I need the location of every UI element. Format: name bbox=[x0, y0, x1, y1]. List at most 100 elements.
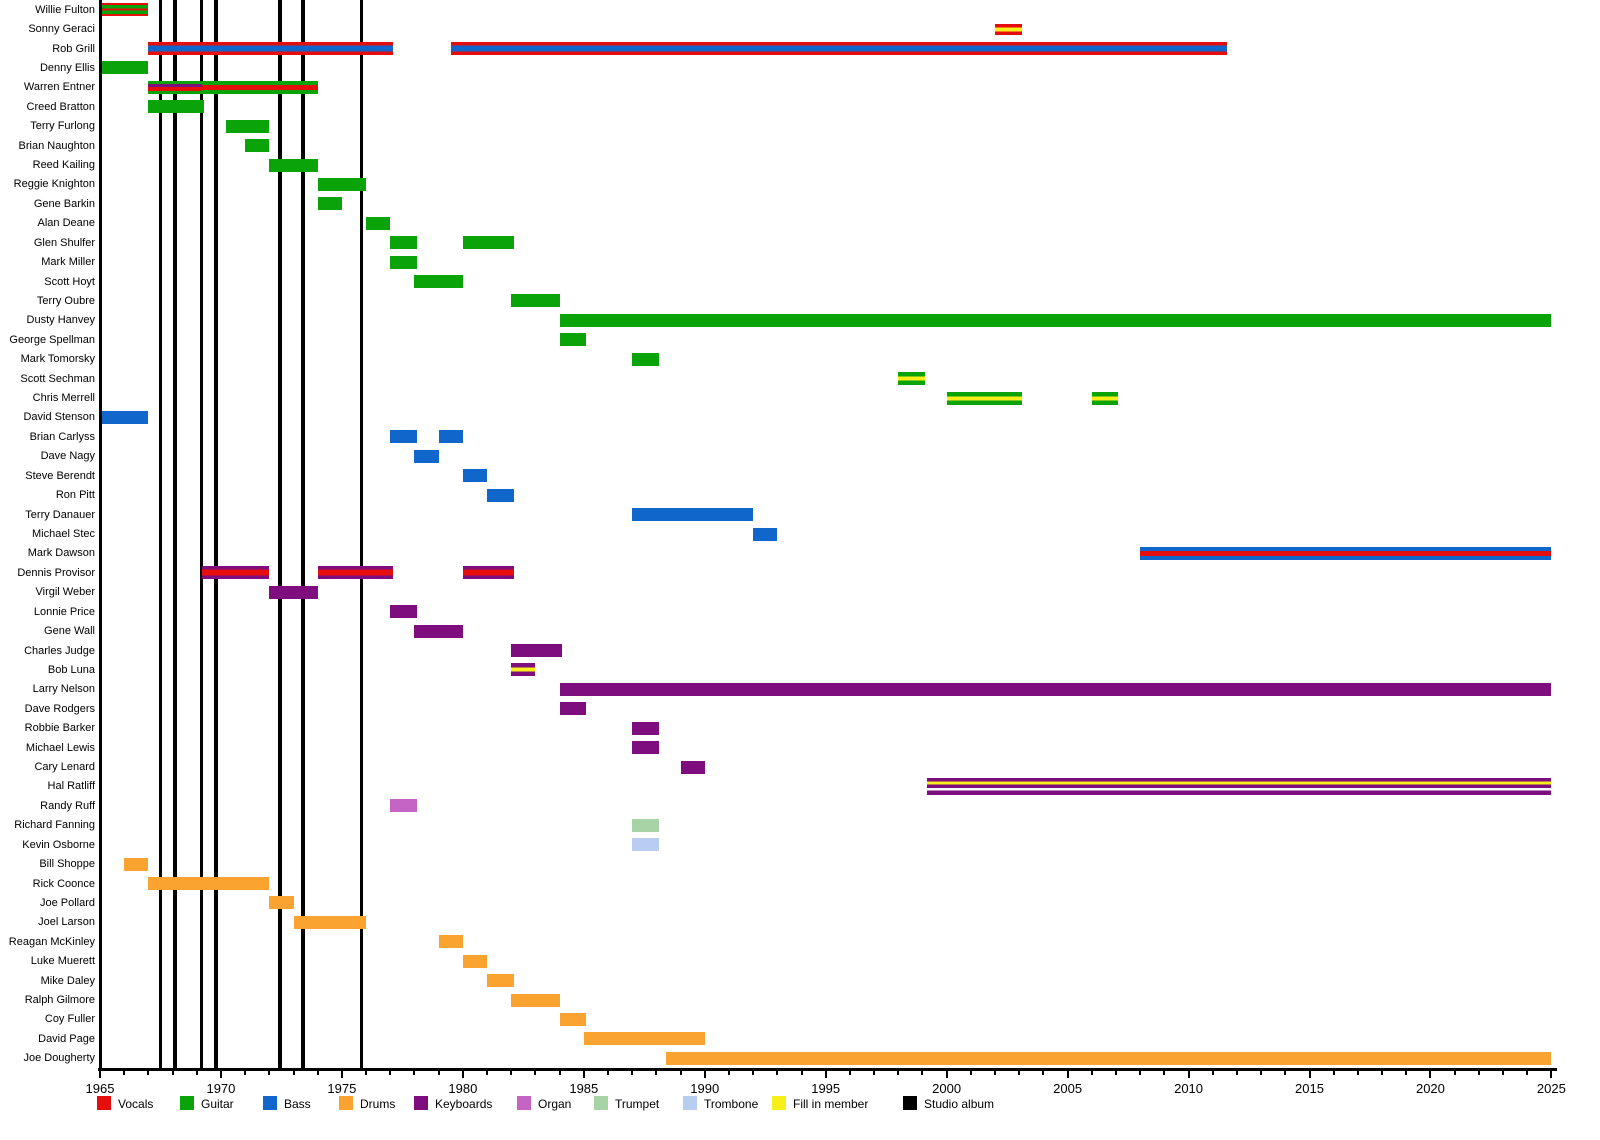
axis-major-tick bbox=[703, 1070, 706, 1078]
row-label-chris-merrell: Chris Merrell bbox=[32, 392, 95, 405]
bar-luke-muerett bbox=[462, 954, 488, 968]
bar-terry-oubre bbox=[511, 294, 560, 308]
bar-mark-dawson bbox=[1140, 546, 1552, 560]
axis-major-tick bbox=[1429, 1070, 1432, 1078]
bar-virgil-weber bbox=[269, 585, 318, 599]
axis-year-label-1985: 1985 bbox=[569, 1081, 599, 1096]
bar-kevin-osborne bbox=[632, 838, 659, 852]
row-label-mark-miller: Mark Miller bbox=[41, 256, 95, 269]
legend-label-trombone: Trombone bbox=[704, 1097, 759, 1111]
axis-minor-tick bbox=[558, 1070, 561, 1075]
row-label-mike-daley: Mike Daley bbox=[40, 974, 95, 987]
row-label-reed-kailing: Reed Kailing bbox=[32, 159, 95, 172]
album-line-7 bbox=[359, 0, 363, 1068]
row-label-michael-stec: Michael Stec bbox=[32, 528, 95, 540]
axis-minor-tick bbox=[510, 1070, 513, 1075]
row-label-charles-judge: Charles Judge bbox=[24, 644, 95, 657]
bar-reggie-knighton bbox=[317, 177, 367, 191]
row-label-joe-dougherty: Joe Dougherty bbox=[23, 1052, 95, 1065]
row-label-gene-barkin: Gene Barkin bbox=[33, 197, 95, 210]
bar-reagan-mckinley bbox=[438, 935, 463, 949]
bar-ralph-gilmore bbox=[511, 993, 560, 1007]
row-label-joe-pollard: Joe Pollard bbox=[39, 896, 95, 909]
legend-swatch-studio-album bbox=[903, 1096, 917, 1110]
bar-richard-fanning bbox=[632, 818, 659, 832]
bar-hal-ratliff bbox=[927, 777, 1552, 795]
legend-swatch-organ bbox=[517, 1096, 531, 1110]
bar-bill-shoppe bbox=[124, 857, 149, 871]
axis-minor-tick bbox=[1453, 1070, 1456, 1075]
axis-major-tick bbox=[99, 1070, 101, 1078]
axis-year-label-2010: 2010 bbox=[1174, 1081, 1204, 1096]
x-axis-line bbox=[98, 1068, 1558, 1071]
bar-joe-dougherty bbox=[666, 1051, 1552, 1065]
axis-minor-tick bbox=[1477, 1070, 1480, 1075]
bar-michael-stec bbox=[753, 527, 778, 541]
bar-mike-daley bbox=[487, 974, 514, 988]
row-label-dave-nagy: Dave Nagy bbox=[40, 450, 95, 463]
row-label-dennis-provisor: Dennis Provisor bbox=[17, 566, 95, 579]
axis-minor-tick bbox=[1114, 1070, 1117, 1075]
row-label-terry-danauer: Terry Danauer bbox=[25, 508, 95, 521]
bar-larry-nelson bbox=[559, 682, 1552, 696]
axis-minor-tick bbox=[1381, 1070, 1384, 1075]
axis-minor-tick bbox=[1235, 1070, 1238, 1075]
bar-cary-lenard bbox=[680, 760, 705, 774]
bar-rob-grill-2 bbox=[450, 42, 1228, 56]
row-label-terry-furlong: Terry Furlong bbox=[30, 120, 95, 133]
axis-minor-tick bbox=[1526, 1070, 1529, 1075]
legend-swatch-trombone bbox=[683, 1096, 697, 1110]
bar-dave-nagy bbox=[414, 449, 439, 463]
axis-minor-tick bbox=[631, 1070, 634, 1075]
axis-minor-tick bbox=[1502, 1070, 1505, 1075]
axis-year-label-1980: 1980 bbox=[448, 1081, 478, 1096]
bar-coy-fuller bbox=[559, 1012, 587, 1026]
bar-gene-barkin bbox=[317, 197, 342, 211]
bar-charles-judge bbox=[511, 644, 563, 657]
axis-minor-tick bbox=[969, 1070, 972, 1075]
bar-warren-entner bbox=[148, 80, 202, 94]
axis-minor-tick bbox=[195, 1070, 198, 1075]
row-label-scott-sechman: Scott Sechman bbox=[20, 372, 95, 385]
axis-minor-tick bbox=[1042, 1070, 1045, 1075]
bar-gene-wall bbox=[414, 624, 463, 638]
bar-bob-luna bbox=[511, 663, 536, 677]
axis-minor-tick bbox=[606, 1070, 609, 1075]
bar-scott-sechman bbox=[898, 372, 925, 386]
row-label-denny-ellis: Denny Ellis bbox=[39, 61, 95, 74]
bar-dave-rodgers bbox=[559, 702, 587, 716]
row-label-bob-luna: Bob Luna bbox=[47, 663, 95, 676]
bar-terry-furlong bbox=[225, 119, 270, 133]
axis-year-label-1975: 1975 bbox=[327, 1081, 357, 1096]
row-label-mark-dawson: Mark Dawson bbox=[27, 547, 95, 560]
bar-lonnie-price bbox=[390, 605, 417, 619]
axis-year-label-2015: 2015 bbox=[1295, 1081, 1324, 1096]
row-label-sonny-geraci: Sonny Geraci bbox=[28, 23, 95, 36]
bar-terry-danauer bbox=[632, 508, 754, 522]
axis-year-label-2025: 2025 bbox=[1536, 1081, 1566, 1096]
album-line-2 bbox=[173, 0, 177, 1068]
row-label-rob-grill: Rob Grill bbox=[52, 42, 95, 55]
axis-minor-tick bbox=[244, 1070, 247, 1075]
row-label-cary-lenard: Cary Lenard bbox=[34, 761, 95, 774]
row-label-michael-lewis: Michael Lewis bbox=[25, 741, 95, 754]
axis-minor-tick bbox=[1211, 1070, 1214, 1075]
plot-left-border bbox=[98, 0, 102, 1068]
axis-minor-tick bbox=[1018, 1070, 1021, 1075]
axis-minor-tick bbox=[316, 1070, 319, 1075]
bar-warren-entner-2 bbox=[201, 80, 318, 94]
bar-creed-bratton bbox=[148, 100, 204, 114]
axis-minor-tick bbox=[413, 1070, 416, 1075]
axis-minor-tick bbox=[123, 1070, 126, 1075]
bar-reed-kailing bbox=[269, 158, 318, 172]
legend-label-keyboards: Keyboards bbox=[435, 1097, 493, 1111]
legend-label-fill-in-member: Fill in member bbox=[793, 1097, 869, 1111]
bar-chris-merrell-2 bbox=[1091, 391, 1119, 405]
legend-swatch-drums bbox=[339, 1096, 353, 1110]
axis-minor-tick bbox=[1139, 1070, 1142, 1075]
axis-minor-tick bbox=[994, 1070, 997, 1075]
row-label-glen-shulfer: Glen Shulfer bbox=[33, 236, 95, 249]
